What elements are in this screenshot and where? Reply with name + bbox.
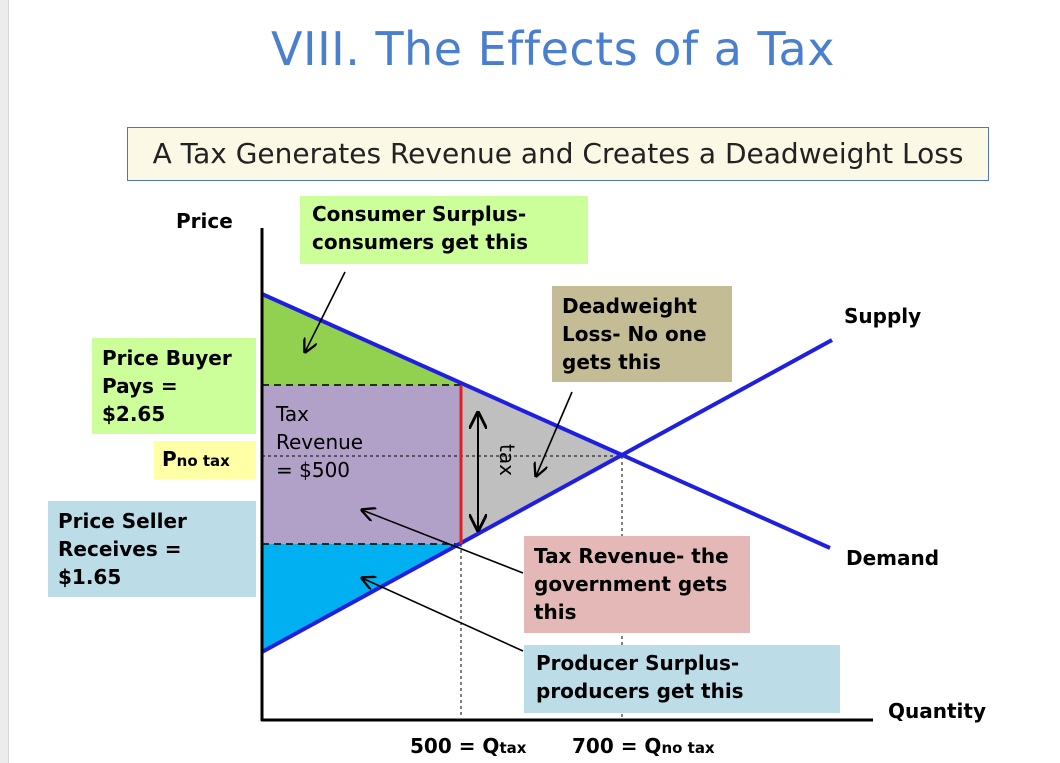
buyer-price-line1: Price Buyer [102,346,232,370]
consumer-callout-line1: Consumer Surplus- [312,202,527,226]
demand-curve [261,292,831,550]
taxrev-callout-line3: this [534,600,577,624]
seller-price-box: Price Seller Receives = $1.65 [48,501,256,597]
tax-revenue-line2: Revenue [276,430,364,454]
tax-revenue-line1: Tax [276,402,309,426]
tax-revenue-area [262,385,461,544]
tax-revenue-pointer [362,510,524,574]
x-axis-label: Quantity [888,699,986,723]
q-no-tax-main: 700 = Q [572,734,662,758]
demand-label: Demand [846,546,940,570]
q-no-tax-label: 700 = Qno tax [572,732,715,763]
y-axis-label: Price [176,209,233,233]
q-tax-sub: tax [499,739,527,757]
no-tax-price-box: Pno tax [154,441,256,479]
buyer-price-line2: Pays = [102,374,178,398]
q-tax-main: 500 = Q [410,734,500,758]
consumer-surplus-callout: Consumer Surplus- consumers get this [300,196,588,264]
slide-title: VIII. The Effects of a Tax [271,22,835,76]
q-no-tax-sub: no tax [661,739,715,757]
producer-callout-line2: producers get this [536,679,744,703]
consumer-surplus-pointer [305,271,346,352]
no-tax-price-sub: no tax [176,452,230,470]
tax-wedge-label: tax [495,444,519,476]
supply-label: Supply [844,304,922,328]
taxrev-callout-line1: Tax Revenue- the [534,544,729,568]
q-tax-label: 500 = Qtax [410,732,526,763]
producer-callout-line1: Producer Surplus- [536,651,740,675]
seller-price-line2: Receives = [58,537,182,561]
deadweight-loss-callout: Deadweight Loss- No one gets this [552,286,732,382]
buyer-price-value: $2.65 [102,402,166,426]
tax-revenue-callout: Tax Revenue- the government gets this [524,536,750,633]
tax-revenue-line3: = $500 [276,458,351,482]
producer-surplus-pointer [362,578,524,652]
producer-surplus-callout: Producer Surplus- producers get this [524,645,840,713]
deadweight-callout-line3: gets this [562,350,661,374]
slide-edge [0,0,9,763]
seller-price-value: $1.65 [58,565,122,589]
buyer-price-box: Price Buyer Pays = $2.65 [92,338,256,434]
taxrev-callout-line2: government gets [534,572,728,596]
seller-price-line1: Price Seller [58,509,187,533]
supply-curve [261,338,833,654]
tax-revenue-region-label: Tax Revenue = $500 [276,400,363,484]
deadweight-callout-line2: Loss- No one [562,322,707,346]
consumer-callout-line2: consumers get this [312,230,529,254]
slide-subtitle: A Tax Generates Revenue and Creates a De… [127,127,989,181]
deadweight-pointer [536,391,573,476]
no-tax-price-main: P [162,447,177,471]
deadweight-callout-line1: Deadweight [562,294,697,318]
